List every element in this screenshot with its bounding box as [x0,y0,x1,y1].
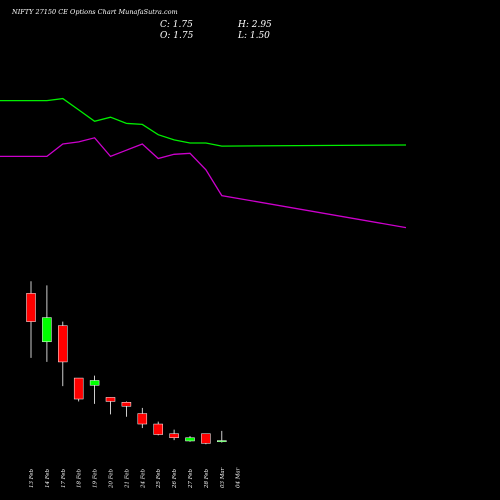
chart-title: NIFTY 27150 CE Options Chart MunafaSutra… [11,8,178,16]
candle-body [121,402,132,407]
x-tick-label: 25 Feb [156,468,162,489]
close-readout: C: 1.75 [160,20,193,30]
candle [58,321,68,387]
x-tick-label: 04 Mar [236,467,242,488]
moving-averages [0,97,407,229]
candle [217,430,227,443]
candle [169,429,179,441]
x-tick-label: 19 Feb [93,468,99,488]
candle [26,281,36,358]
candle [121,401,132,417]
candle [153,421,163,436]
x-tick-label: 14 Feb [45,468,51,488]
ohlc-readout: C: 1.75 H: 2.95 O: 1.75 L: 1.50 [160,20,272,41]
x-tick-label: 17 Feb [61,468,67,488]
x-axis-ticks: 13 Feb 14 Feb 17 Feb 18 Feb 19 Feb 20 Feb 21 F… [29,467,242,489]
candle-body [153,423,163,435]
candle-body [73,377,84,400]
x-tick-label: 18 Feb [77,468,83,488]
low-readout: L: 1.50 [237,31,270,41]
candle [42,285,52,362]
candlesticks [26,281,227,445]
candle-body [26,293,36,322]
x-tick-label: 26 Feb [172,468,178,489]
x-tick-label: 21 Feb [124,468,130,489]
x-tick-label: 24 Feb [140,468,146,489]
moving-average-line-green [0,97,407,147]
x-tick-label: 03 Mar [220,467,226,488]
candle-body [201,433,211,444]
candle [73,377,84,402]
candle [105,397,116,415]
candle-body [185,437,195,442]
candle [89,375,100,404]
candle-body [105,397,116,402]
moving-average-line-magenta [0,137,407,229]
x-tick-label: 28 Feb [204,468,210,489]
candle-body [58,325,68,363]
candle-body [217,440,227,443]
candle [185,436,195,442]
x-tick-label: 13 Feb [29,468,35,488]
candle-body [137,413,148,425]
candle-body [169,433,179,438]
x-tick-label: 20 Feb [109,468,115,489]
x-tick-label: 27 Feb [188,468,194,489]
candle-body [89,380,100,386]
high-readout: H: 2.95 [237,20,272,30]
candle [201,433,211,445]
open-readout: O: 1.75 [160,31,194,41]
candle-body [42,317,52,343]
candle [137,407,148,429]
